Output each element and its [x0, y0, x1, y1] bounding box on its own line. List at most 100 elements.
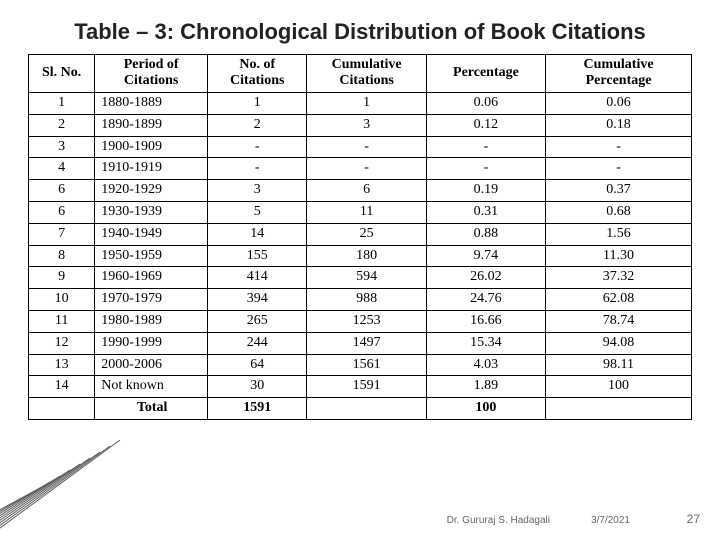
cell-cumpct: 0.68 [546, 202, 692, 224]
cell-sl: 13 [29, 354, 95, 376]
footer-author: Dr. Gururaj S. Hadagali [447, 515, 550, 526]
footer-page-number: 27 [687, 512, 700, 526]
total-cell-period: Total [95, 398, 208, 420]
cell-cumpct: 98.11 [546, 354, 692, 376]
table-header-row: Sl. No. Period of Citations No. of Citat… [29, 54, 692, 93]
cell-period: 1970-1979 [95, 289, 208, 311]
cell-cum: 1497 [307, 332, 426, 354]
cell-cum: 11 [307, 202, 426, 224]
cell-cumpct: 62.08 [546, 289, 692, 311]
col-percentage: Percentage [426, 54, 545, 93]
cell-cumpct: 100 [546, 376, 692, 398]
table-row: 14Not known3015911.89100 [29, 376, 692, 398]
cell-pct: 0.31 [426, 202, 545, 224]
cell-n: 64 [208, 354, 307, 376]
cell-pct: 15.34 [426, 332, 545, 354]
cell-sl: 2 [29, 114, 95, 136]
cell-period: 1910-1919 [95, 158, 208, 180]
table-container: Sl. No. Period of Citations No. of Citat… [0, 54, 720, 421]
cell-sl: 4 [29, 158, 95, 180]
cell-n: 1 [208, 93, 307, 115]
cell-cum: 1561 [307, 354, 426, 376]
cell-sl: 6 [29, 202, 95, 224]
cell-cumpct: 0.18 [546, 114, 692, 136]
cell-period: 1990-1999 [95, 332, 208, 354]
table-row: 101970-197939498824.7662.08 [29, 289, 692, 311]
table-row: 121990-1999244149715.3494.08 [29, 332, 692, 354]
cell-period: 1960-1969 [95, 267, 208, 289]
cell-cum: 25 [307, 223, 426, 245]
table-row: 41910-1919---- [29, 158, 692, 180]
cell-n: 244 [208, 332, 307, 354]
corner-decoration [0, 440, 160, 540]
cell-cum: 180 [307, 245, 426, 267]
total-cell-sl [29, 398, 95, 420]
cell-sl: 11 [29, 311, 95, 333]
cell-n: - [208, 136, 307, 158]
cell-sl: 9 [29, 267, 95, 289]
cell-cum: 1591 [307, 376, 426, 398]
cell-n: 394 [208, 289, 307, 311]
cell-n: 3 [208, 180, 307, 202]
cell-cumpct: 37.32 [546, 267, 692, 289]
cell-pct: 9.74 [426, 245, 545, 267]
cell-cumpct: - [546, 158, 692, 180]
cell-cumpct: 1.56 [546, 223, 692, 245]
cell-n: 155 [208, 245, 307, 267]
cell-sl: 7 [29, 223, 95, 245]
cell-sl: 6 [29, 180, 95, 202]
cell-cum: 6 [307, 180, 426, 202]
cell-sl: 14 [29, 376, 95, 398]
cell-n: 30 [208, 376, 307, 398]
cell-sl: 3 [29, 136, 95, 158]
cell-cumpct: 94.08 [546, 332, 692, 354]
cell-pct: 1.89 [426, 376, 545, 398]
cell-sl: 10 [29, 289, 95, 311]
cell-cum: 988 [307, 289, 426, 311]
cell-period: 1940-1949 [95, 223, 208, 245]
cell-period: 1890-1899 [95, 114, 208, 136]
cell-sl: 1 [29, 93, 95, 115]
cell-n: 414 [208, 267, 307, 289]
cell-pct: 24.76 [426, 289, 545, 311]
cell-cumpct: 78.74 [546, 311, 692, 333]
col-cumulative: Cumulative Citations [307, 54, 426, 93]
cell-sl: 12 [29, 332, 95, 354]
cell-pct: 4.03 [426, 354, 545, 376]
cell-n: 265 [208, 311, 307, 333]
cell-sl: 8 [29, 245, 95, 267]
table-row: 81950-19591551809.7411.30 [29, 245, 692, 267]
cell-n: 14 [208, 223, 307, 245]
cell-cum: 1253 [307, 311, 426, 333]
table-row: 71940-194914250.881.56 [29, 223, 692, 245]
cell-cum: - [307, 158, 426, 180]
total-cell-cumpct [546, 398, 692, 420]
cell-pct: 0.88 [426, 223, 545, 245]
cell-period: 1920-1929 [95, 180, 208, 202]
col-period: Period of Citations [95, 54, 208, 93]
footer-date: 3/7/2021 [591, 515, 630, 526]
col-count: No. of Citations [208, 54, 307, 93]
table-row: 31900-1909---- [29, 136, 692, 158]
cell-n: - [208, 158, 307, 180]
cell-pct: - [426, 158, 545, 180]
cell-cum: 594 [307, 267, 426, 289]
page-title: Table – 3: Chronological Distribution of… [0, 0, 720, 54]
cell-period: Not known [95, 376, 208, 398]
table-row: 61930-19395110.310.68 [29, 202, 692, 224]
cell-cum: 3 [307, 114, 426, 136]
cell-cumpct: - [546, 136, 692, 158]
cell-cumpct: 11.30 [546, 245, 692, 267]
col-slno: Sl. No. [29, 54, 95, 93]
cell-pct: 0.06 [426, 93, 545, 115]
citations-table: Sl. No. Period of Citations No. of Citat… [28, 54, 692, 421]
cell-period: 1950-1959 [95, 245, 208, 267]
cell-pct: 16.66 [426, 311, 545, 333]
cell-period: 1930-1939 [95, 202, 208, 224]
table-row: 111980-1989265125316.6678.74 [29, 311, 692, 333]
cell-period: 1900-1909 [95, 136, 208, 158]
table-row: 21890-1899230.120.18 [29, 114, 692, 136]
cell-pct: 0.19 [426, 180, 545, 202]
total-cell-n: 1591 [208, 398, 307, 420]
table-total-row: Total1591100 [29, 398, 692, 420]
